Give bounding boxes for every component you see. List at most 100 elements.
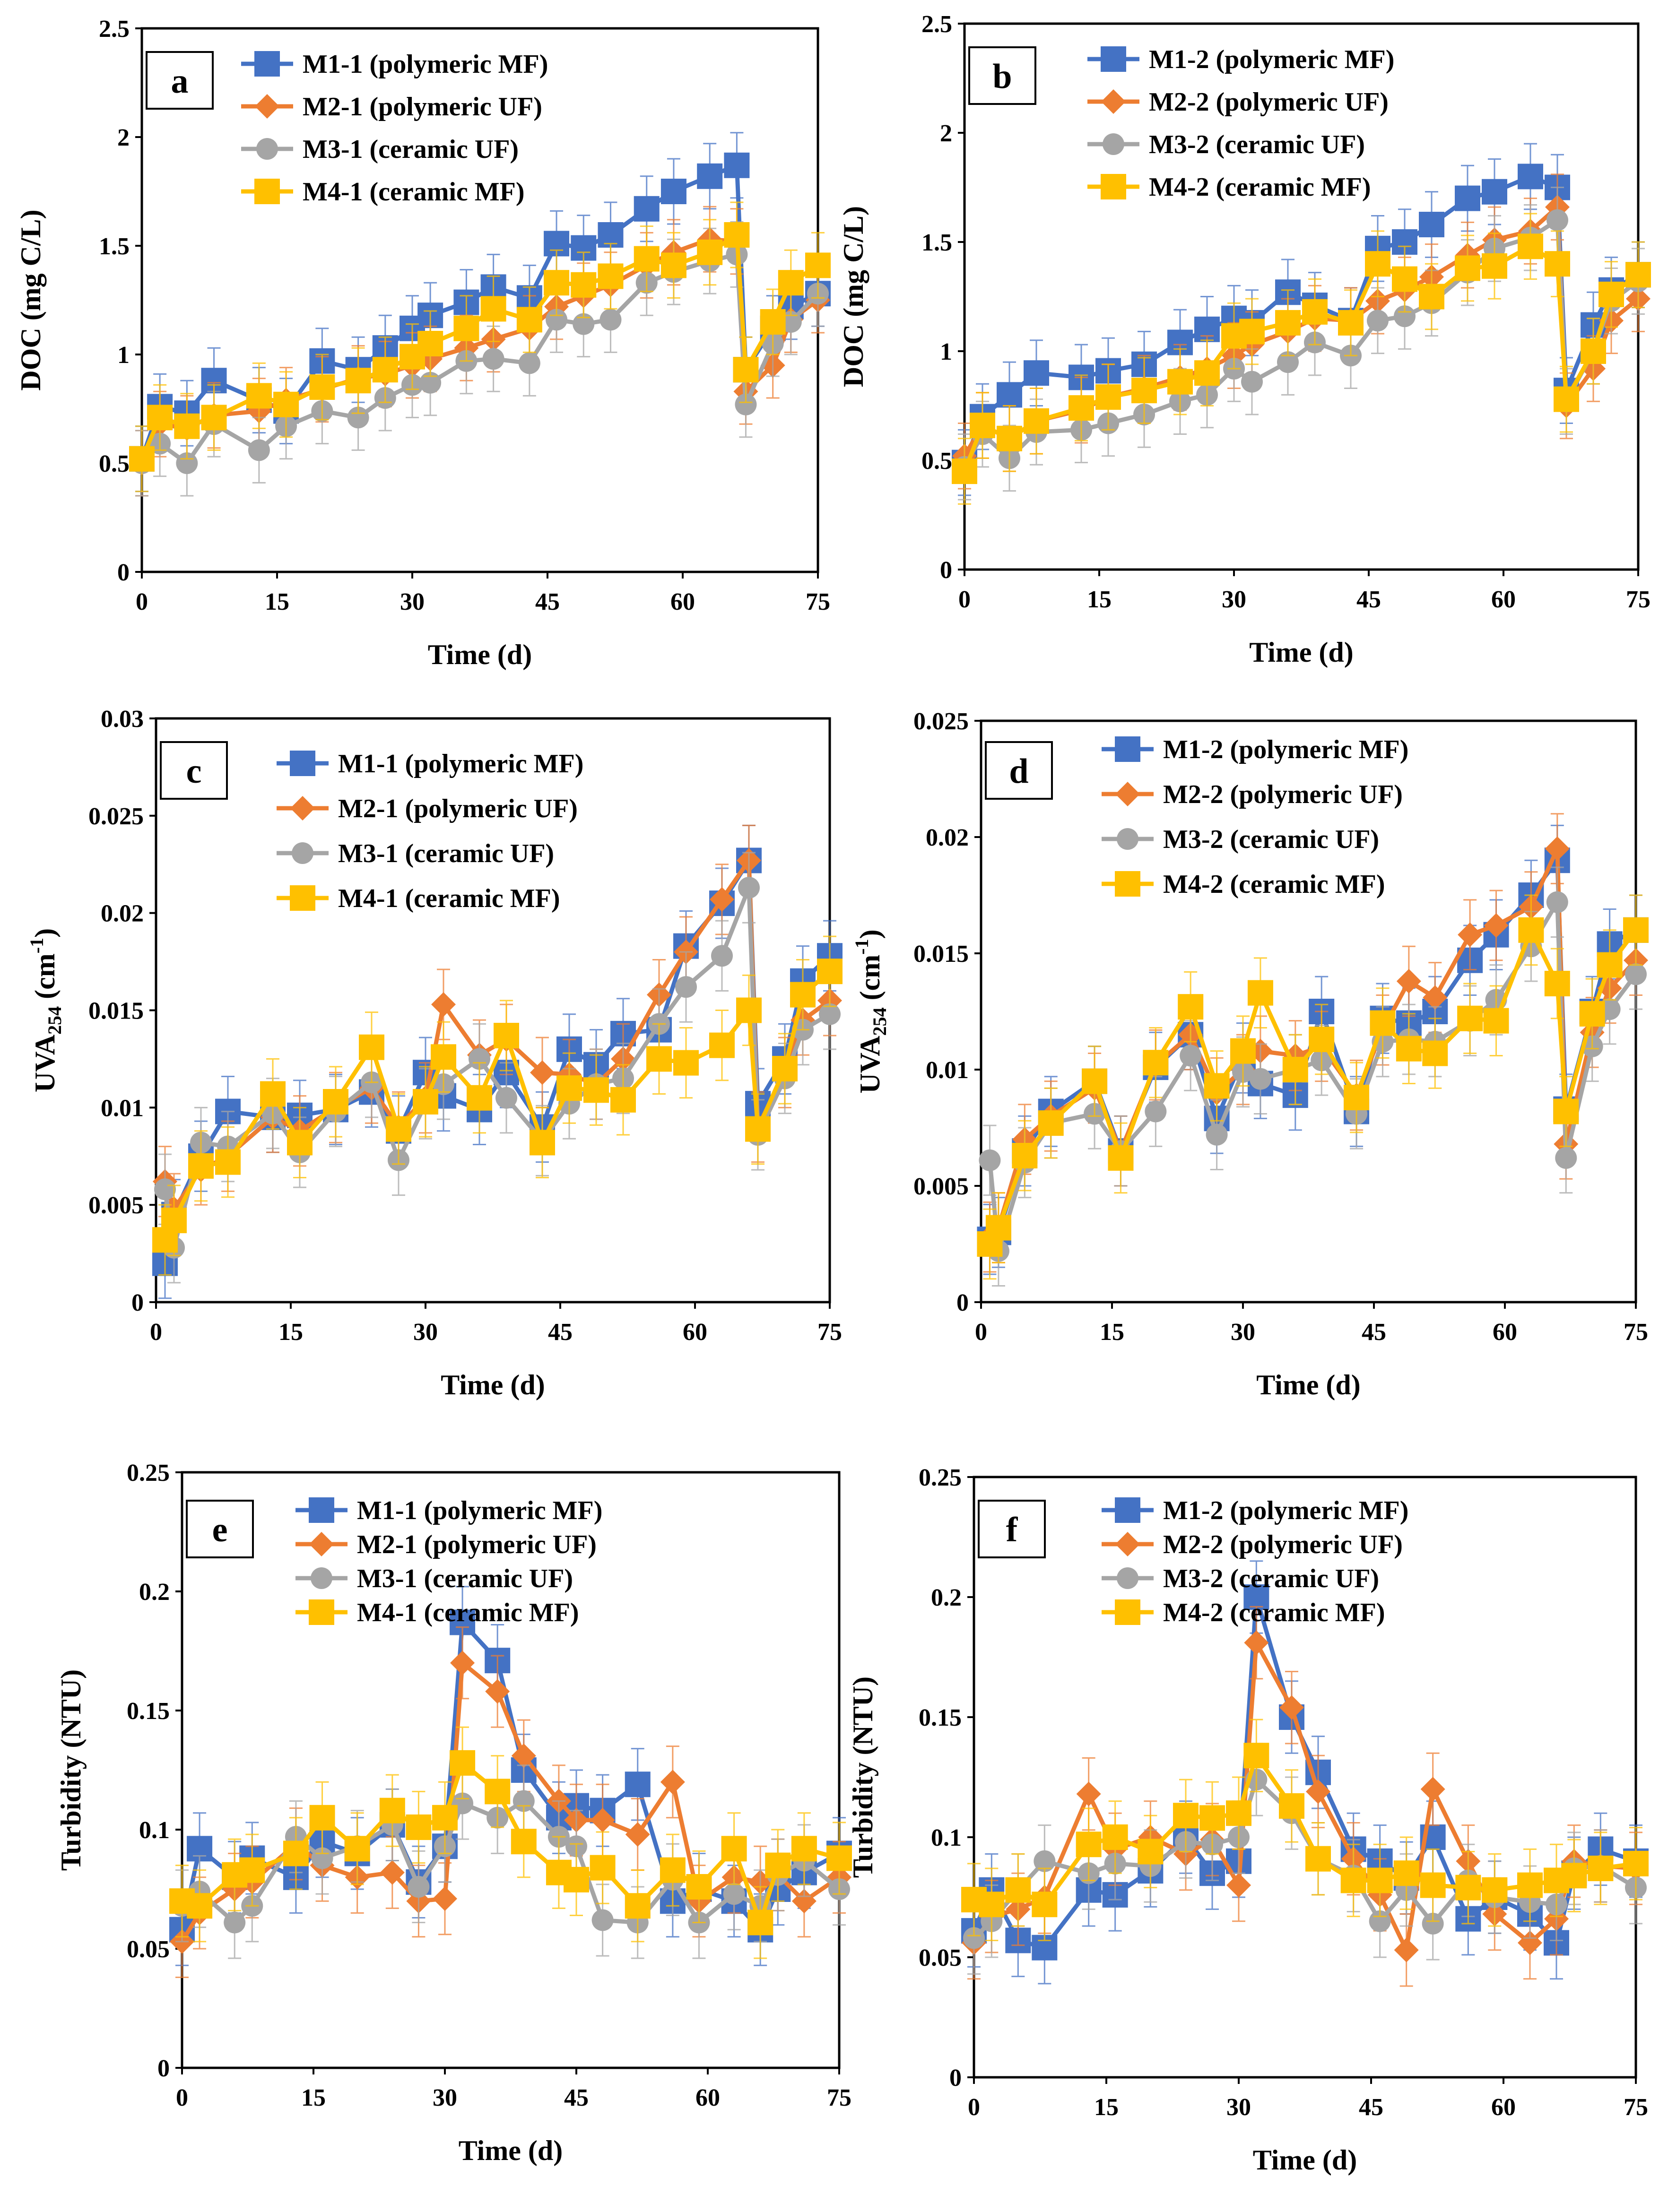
data-point <box>1244 1630 1269 1655</box>
panel-label-box <box>146 51 214 110</box>
data-point <box>791 1889 817 1914</box>
data-point <box>1034 1850 1056 1872</box>
data-point <box>1546 891 1568 913</box>
legend: M1-1 (polymeric MF) M2-1 (polymeric UF) M3… <box>295 1496 602 1627</box>
legend-marker <box>1101 89 1126 114</box>
data-point <box>610 1087 636 1113</box>
y-tick-label: 0.005 <box>913 1173 969 1200</box>
series-M3-2 <box>979 866 1647 1287</box>
x-tick-label: 45 <box>535 588 560 615</box>
data-point <box>1546 209 1568 231</box>
data-point <box>1367 1867 1393 1893</box>
legend: M1-2 (polymeric MF) M2-2 (polymeric UF) M3… <box>1102 1496 1408 1627</box>
data-point <box>1143 1050 1169 1076</box>
data-point <box>625 1771 651 1797</box>
legend-marker <box>290 885 315 911</box>
legend-entry: M2-2 (polymeric UF) <box>1163 1530 1403 1559</box>
data-point <box>735 393 757 415</box>
legend-marker <box>1115 782 1140 806</box>
y-tick-label: 1 <box>117 342 130 369</box>
y-tick-label: 1.5 <box>99 233 130 260</box>
y-tick-label: 0.25 <box>127 1460 170 1486</box>
data-point <box>660 252 686 278</box>
data-point <box>1517 1872 1543 1898</box>
y-tick-label: 2 <box>117 124 130 151</box>
data-point <box>1032 1892 1058 1918</box>
series-M1-1 <box>169 1586 852 1966</box>
data-point <box>805 252 831 278</box>
series-line <box>139 237 819 464</box>
panel-label: e <box>212 1511 228 1549</box>
data-point <box>765 1852 791 1878</box>
data-point <box>467 1085 492 1111</box>
data-point <box>1309 1027 1335 1053</box>
x-tick-label: 60 <box>1493 1319 1517 1346</box>
data-point <box>736 997 762 1023</box>
data-point <box>1392 266 1417 292</box>
legend-marker <box>1115 1599 1140 1625</box>
data-point <box>1226 1873 1251 1898</box>
x-tick-label: 45 <box>548 1319 573 1346</box>
data-point <box>686 1874 712 1900</box>
y-axis-label: Turbidity (NTU) <box>847 1676 878 1878</box>
legend-marker <box>1101 46 1126 72</box>
panel-e: 0 0.05 0.1 0.15 0.2 0.25 0 15 30 45 60 75 Time (d) Tu… <box>55 1460 852 2166</box>
legend-marker <box>1115 1497 1140 1523</box>
series-M2-1 <box>130 206 830 497</box>
legend-entry: M3-1 (ceramic UF) <box>338 839 554 868</box>
data-point <box>724 222 750 248</box>
data-point <box>778 270 804 296</box>
x-tick-label: 60 <box>683 1319 707 1346</box>
data-point <box>379 1797 405 1823</box>
legend-entry: M1-1 (polymeric MF) <box>357 1496 602 1525</box>
data-point <box>323 1089 348 1115</box>
data-point <box>1623 1850 1649 1876</box>
legend-entry: M1-2 (polymeric MF) <box>1163 1496 1408 1525</box>
data-point <box>129 446 155 472</box>
x-tick-label: 30 <box>400 588 425 615</box>
y-tick-label: 0.15 <box>919 1704 962 1731</box>
data-point <box>634 246 660 272</box>
data-point <box>772 1056 798 1081</box>
data-point <box>1305 1846 1331 1872</box>
x-tick-label: 0 <box>176 2084 188 2111</box>
data-point <box>1561 1863 1587 1889</box>
series-M4-1 <box>169 1726 852 1959</box>
legend-entry: M2-1 (polymeric UF) <box>303 92 542 121</box>
data-point <box>1180 1045 1202 1067</box>
data-point <box>1544 970 1570 996</box>
data-point <box>1108 1145 1134 1171</box>
x-tick-label: 0 <box>968 2094 980 2121</box>
data-point <box>1024 408 1049 434</box>
data-point <box>738 877 760 899</box>
legend: M1-2 (polymeric MF) M2-2 (polymeric UF) M3… <box>1087 45 1394 202</box>
data-point <box>1338 310 1364 336</box>
legend-entry: M3-1 (ceramic UF) <box>357 1564 573 1593</box>
data-point <box>248 439 270 461</box>
series-M2-2 <box>952 173 1651 490</box>
data-point <box>952 458 977 484</box>
legend-entry: M3-2 (ceramic UF) <box>1149 130 1365 159</box>
data-point <box>433 1886 457 1911</box>
y-tick-label: 0.005 <box>88 1192 144 1219</box>
data-point <box>1420 1777 1445 1802</box>
series-M4-2 <box>952 213 1651 505</box>
data-point <box>1012 1143 1038 1169</box>
data-point <box>826 1845 852 1871</box>
data-point <box>747 1910 773 1936</box>
legend-entry: M3-1 (ceramic UF) <box>303 135 519 164</box>
data-point <box>583 1077 609 1103</box>
data-point <box>591 1909 614 1931</box>
y-axis-label: DOC (mg C/L) <box>15 209 46 390</box>
data-point <box>1249 1068 1271 1090</box>
y-tick-label: 0 <box>117 559 130 586</box>
legend-marker <box>256 138 278 160</box>
legend-entry: M2-1 (polymeric UF) <box>357 1530 597 1559</box>
x-tick-label: 45 <box>564 2084 589 2111</box>
series-M4-1 <box>129 201 831 493</box>
data-point <box>1581 338 1606 364</box>
data-point <box>1302 299 1328 325</box>
data-point <box>546 309 568 331</box>
legend-entry: M2-2 (polymeric UF) <box>1163 780 1403 809</box>
data-point <box>571 272 597 298</box>
